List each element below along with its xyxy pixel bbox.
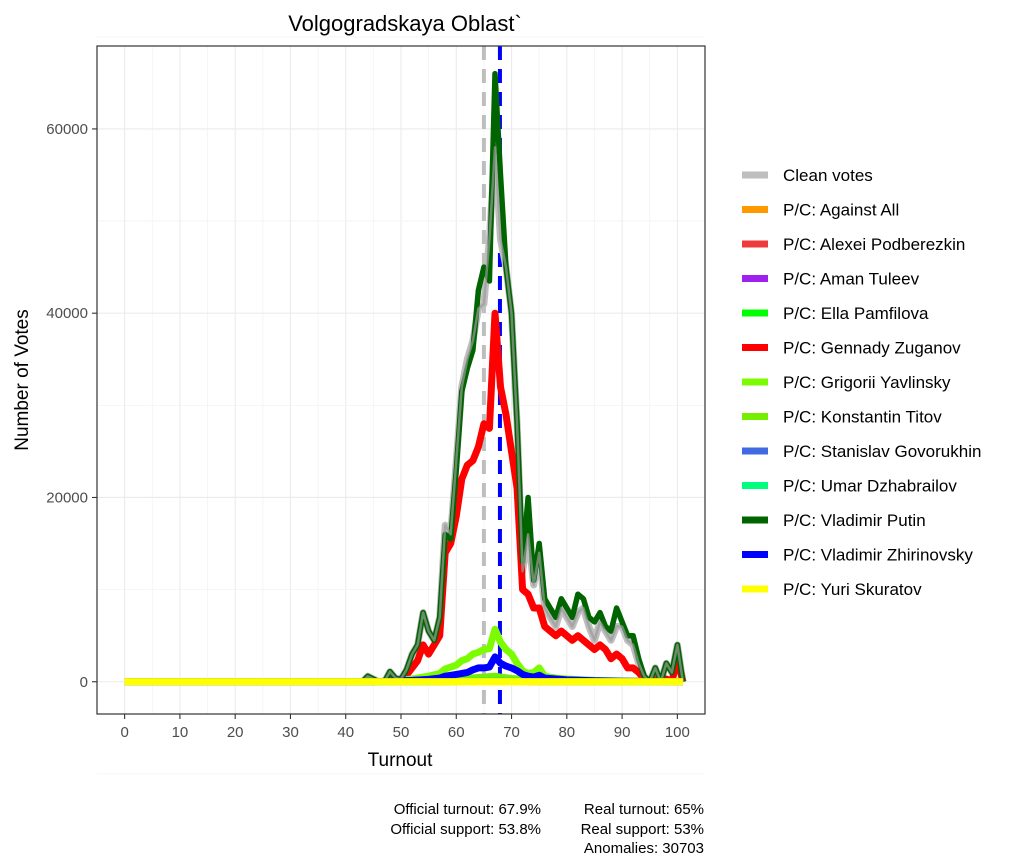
legend-label: P/C: Against All — [783, 201, 899, 220]
legend-label: P/C: Vladimir Zhirinovsky — [783, 546, 973, 565]
caption: Official turnout: 67.9% Official support… — [390, 801, 704, 857]
axes: 0 10 20 30 40 50 60 70 80 90 100 0 20000 40000 60000 — [46, 121, 690, 741]
grid — [97, 36, 705, 775]
legend-label: P/C: Aman Tuleev — [783, 270, 920, 289]
legend-label: Clean votes — [783, 166, 873, 185]
y-tick-label: 60000 — [46, 121, 88, 138]
y-tick-label: 0 — [80, 674, 88, 691]
caption-official-support: Official support: 53.8% — [390, 821, 541, 838]
x-tick-label: 40 — [337, 724, 354, 741]
legend-label: P/C: Grigorii Yavlinsky — [783, 373, 951, 392]
caption-real-support: Real support: 53% — [581, 821, 704, 838]
x-tick-label: 90 — [614, 724, 631, 741]
x-axis-title: Turnout — [368, 750, 433, 771]
legend-label: P/C: Ella Pamfilova — [783, 304, 929, 323]
legend-label: P/C: Stanislav Govorukhin — [783, 442, 981, 461]
y-axis-title: Number of Votes — [12, 309, 33, 451]
series-line — [124, 309, 687, 686]
y-tick-label: 20000 — [46, 489, 88, 506]
x-tick-label: 100 — [665, 724, 690, 741]
legend-label: P/C: Umar Dzhabrailov — [783, 477, 957, 496]
caption-official-turnout: Official turnout: 67.9% — [394, 801, 541, 818]
series-line-overlay — [124, 146, 685, 684]
x-tick-label: 30 — [282, 724, 299, 741]
x-tick-label: 70 — [503, 724, 520, 741]
x-tick-label: 50 — [393, 724, 410, 741]
legend-label: P/C: Yuri Skuratov — [783, 580, 922, 599]
x-tick-label: 0 — [120, 724, 128, 741]
x-tick-label: 10 — [172, 724, 189, 741]
caption-anomalies: Anomalies: 30703 — [584, 840, 704, 857]
y-tick-label: 40000 — [46, 305, 88, 322]
series-line — [124, 70, 686, 685]
x-tick-label: 20 — [227, 724, 244, 741]
caption-real-turnout: Real turnout: 65% — [584, 801, 704, 818]
x-tick-label: 60 — [448, 724, 465, 741]
legend-label: P/C: Vladimir Putin — [783, 511, 926, 530]
series-line — [124, 143, 687, 686]
legend: Clean votes P/C: Against All P/C: Alexei P… — [742, 166, 981, 599]
series-lines — [124, 70, 687, 686]
chart-title: Volgogradskaya Oblast` — [288, 11, 522, 36]
legend-label: P/C: Konstantin Titov — [783, 408, 942, 427]
legend-label: P/C: Alexei Podberezkin — [783, 235, 965, 254]
legend-label: P/C: Gennady Zuganov — [783, 339, 961, 358]
x-tick-label: 80 — [558, 724, 575, 741]
